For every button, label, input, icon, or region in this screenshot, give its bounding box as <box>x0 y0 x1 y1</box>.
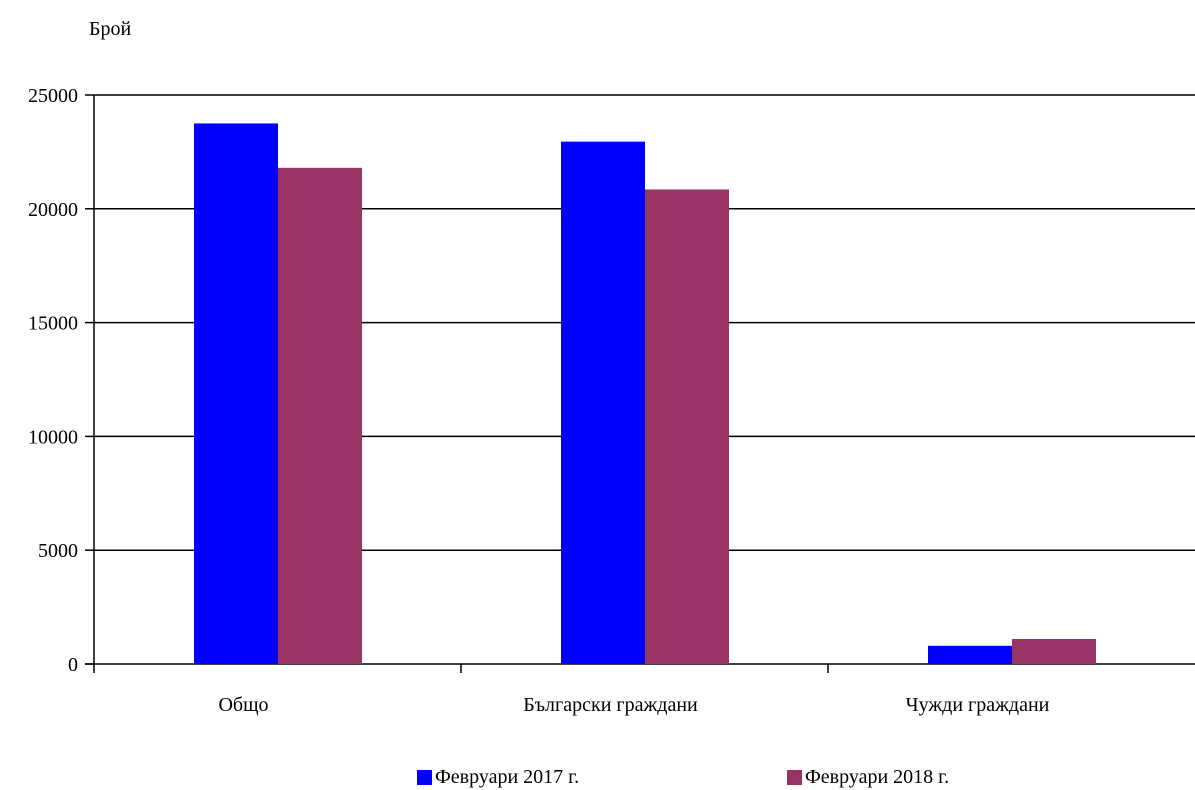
y-tick-label: 20000 <box>28 199 78 221</box>
legend-swatch <box>417 770 432 785</box>
x-tick-label: Български граждани <box>523 694 698 716</box>
x-tick-label: Общо <box>218 694 268 716</box>
y-tick-label: 5000 <box>38 540 78 562</box>
bar <box>194 123 278 664</box>
bar <box>1012 638 1096 664</box>
legend-item-series-1: Февруари 2017 г. <box>417 766 579 789</box>
legend: Февруари 2017 г. Февруари 2018 г. <box>0 766 1195 790</box>
bar <box>278 167 362 664</box>
y-axis-label: Брой <box>89 18 132 40</box>
y-tick-label: 0 <box>68 654 78 676</box>
y-tick-label: 25000 <box>28 85 78 107</box>
legend-swatch <box>787 770 802 785</box>
bar <box>561 141 645 664</box>
legend-label: Февруари 2017 г. <box>435 766 580 788</box>
y-tick-label: 10000 <box>28 426 78 448</box>
bar <box>928 645 1012 664</box>
bar <box>645 189 729 665</box>
y-tick-label: 15000 <box>28 313 78 335</box>
legend-label: Февруари 2018 г. <box>805 766 950 788</box>
x-tick-label: Чужди граждани <box>906 694 1050 716</box>
legend-item-series-2: Февруари 2018 г. <box>787 766 949 789</box>
